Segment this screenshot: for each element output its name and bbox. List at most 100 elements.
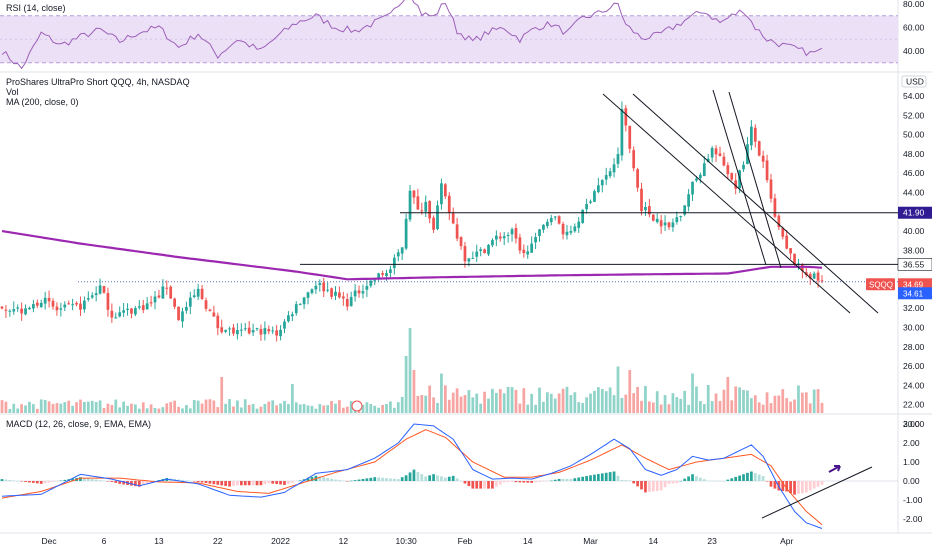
currency-badge[interactable] bbox=[901, 75, 927, 88]
volume-bar bbox=[145, 408, 149, 413]
candle-body bbox=[714, 148, 718, 155]
candle-body bbox=[141, 305, 145, 310]
macd-histogram-bar bbox=[365, 478, 369, 481]
candle-body bbox=[239, 329, 243, 331]
volume-bar bbox=[377, 407, 381, 413]
candle-body bbox=[542, 224, 545, 230]
macd-histogram-bar bbox=[785, 481, 789, 492]
candle-body bbox=[518, 237, 522, 251]
volume-bar bbox=[820, 402, 824, 413]
time-tick-label: Feb bbox=[458, 536, 473, 546]
candle-body bbox=[644, 207, 647, 211]
candle-body bbox=[467, 258, 471, 262]
price-tick-label: 20.00 bbox=[903, 419, 925, 429]
time-tick-label: 13 bbox=[154, 536, 164, 546]
candle-body bbox=[216, 315, 220, 329]
candle-body bbox=[247, 327, 251, 334]
macd-histogram-bar bbox=[247, 481, 251, 486]
candle-body bbox=[181, 311, 184, 322]
macd-histogram-bar bbox=[24, 481, 27, 482]
candle-body bbox=[683, 205, 687, 215]
volume-bar bbox=[35, 408, 39, 413]
candle-body bbox=[365, 286, 369, 290]
candle-body bbox=[632, 150, 636, 169]
macd-histogram-bar bbox=[683, 478, 687, 481]
macd-histogram-bar bbox=[671, 481, 675, 484]
macd-histogram-bar bbox=[769, 481, 773, 487]
candle-body bbox=[530, 243, 534, 253]
candle-body bbox=[816, 272, 820, 281]
macd-histogram-bar bbox=[185, 480, 188, 481]
volume-bar bbox=[302, 404, 306, 413]
macd-histogram-bar bbox=[455, 478, 459, 481]
macd-histogram-bar bbox=[416, 471, 420, 481]
volume-bar bbox=[392, 407, 396, 413]
candle-body bbox=[232, 327, 235, 334]
time-tick-label: 22 bbox=[213, 536, 223, 546]
volume-bar bbox=[545, 392, 549, 413]
price-tag-label: 41.90 bbox=[903, 208, 925, 218]
macd-histogram-bar bbox=[628, 480, 632, 481]
rsi-line bbox=[1, 0, 823, 70]
volume-bar bbox=[761, 404, 765, 413]
volume-bar bbox=[47, 401, 51, 413]
macd-histogram-bar bbox=[675, 481, 679, 484]
candle-body bbox=[569, 231, 573, 233]
trendline-drawings[interactable] bbox=[351, 89, 879, 519]
candle-body bbox=[75, 302, 78, 305]
volume-bar bbox=[506, 386, 510, 413]
price-panel[interactable] bbox=[0, 101, 898, 413]
macd-histogram-bar bbox=[702, 479, 706, 481]
macd-panel[interactable] bbox=[0, 423, 898, 529]
volume-bar bbox=[424, 395, 428, 413]
candle-body bbox=[118, 312, 122, 317]
macd-histogram-bar bbox=[553, 479, 557, 481]
volume-bar bbox=[467, 390, 471, 413]
volume-bar bbox=[149, 404, 153, 413]
volume-bar bbox=[188, 408, 192, 413]
candle-body bbox=[35, 302, 39, 306]
macd-histogram-bar bbox=[757, 474, 761, 481]
candle-body bbox=[392, 257, 396, 269]
candle-body bbox=[39, 302, 43, 308]
candle-body bbox=[789, 248, 792, 254]
candle-body bbox=[463, 246, 467, 262]
macd-histogram-bar bbox=[569, 478, 573, 481]
volume-bar bbox=[718, 400, 722, 413]
macd-histogram-bar bbox=[443, 477, 447, 481]
rsi-panel[interactable] bbox=[0, 0, 898, 70]
macd-histogram-bar bbox=[338, 480, 341, 481]
rsi-tick-label: 80.00 bbox=[903, 0, 925, 9]
macd-histogram-bar bbox=[714, 480, 718, 482]
candle-body bbox=[326, 289, 330, 291]
macd-histogram-bar bbox=[35, 481, 39, 484]
volume-bar bbox=[561, 388, 565, 413]
macd-histogram-bar bbox=[389, 478, 392, 481]
candle-body bbox=[443, 184, 447, 197]
price-tick-label: 54.00 bbox=[903, 91, 925, 101]
candle-body bbox=[604, 175, 608, 180]
candle-body bbox=[589, 201, 592, 203]
macd-histogram-bar bbox=[632, 481, 636, 484]
macd-histogram-bar bbox=[596, 474, 600, 481]
volume-bar bbox=[522, 388, 526, 413]
volume-bar bbox=[702, 404, 706, 413]
currency-label: USD bbox=[906, 77, 924, 87]
volume-bar bbox=[659, 404, 663, 413]
candle-body bbox=[279, 329, 282, 337]
candle-body bbox=[616, 154, 620, 164]
candle-body bbox=[475, 251, 479, 257]
volume-bar bbox=[396, 402, 400, 413]
macd-histogram-bar bbox=[655, 481, 659, 491]
macd-histogram-bar bbox=[255, 481, 259, 486]
candle-body bbox=[290, 314, 294, 317]
candle-body bbox=[502, 236, 506, 239]
volume-bar bbox=[589, 393, 592, 413]
candle-body bbox=[408, 190, 412, 220]
price-tag-bg bbox=[897, 258, 932, 271]
volume-bar bbox=[385, 404, 388, 413]
volume-bar bbox=[683, 390, 687, 413]
macd-histogram-bar bbox=[326, 478, 330, 481]
candle-body bbox=[471, 257, 475, 259]
